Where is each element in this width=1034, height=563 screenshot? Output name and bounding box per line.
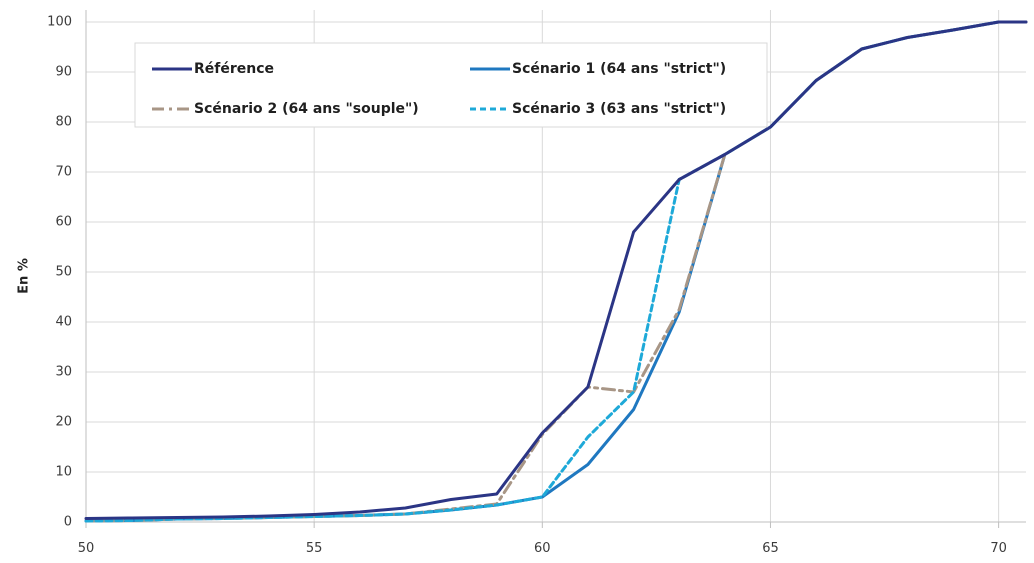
x-tick-label: 65 <box>762 541 779 556</box>
x-tick-label: 70 <box>990 541 1007 556</box>
y-tick-label: 30 <box>55 365 72 380</box>
legend-label-3: Scénario 2 (64 ans "souple") <box>194 101 419 117</box>
y-axis-title: En % <box>17 258 32 294</box>
legend-box <box>134 42 768 128</box>
y-axis-tick-labels: 0 10 20 30 40 50 60 70 80 90 100 <box>47 15 72 530</box>
y-tick-label: 20 <box>55 415 72 430</box>
legend-label-2: Scénario 1 (64 ans "strict") <box>512 61 726 77</box>
series-lines <box>84 20 1028 523</box>
y-tick-label: 60 <box>55 215 72 230</box>
y-tick-label: 80 <box>55 115 72 130</box>
legend: Référence Scénario 1 (64 ans "strict") Scé… <box>134 42 768 128</box>
y-tick-label: 40 <box>55 315 72 330</box>
legend-label-1: Référence <box>194 61 274 77</box>
legend-label-4: Scénario 3 (63 ans "strict") <box>512 101 726 117</box>
y-tick-label: 70 <box>55 165 72 180</box>
y-tick-label: 0 <box>64 515 72 530</box>
x-axis-tick-labels: 50 55 60 65 70 <box>78 541 1007 556</box>
y-tick-label: 90 <box>55 65 72 80</box>
y-tick-label: 100 <box>47 15 72 30</box>
y-tick-label: 10 <box>55 465 72 480</box>
axes <box>85 10 1026 528</box>
series-line-1 <box>84 20 1028 520</box>
x-tick-label: 50 <box>78 541 95 556</box>
x-tick-label: 60 <box>534 541 551 556</box>
y-tick-label: 50 <box>55 265 72 280</box>
x-tick-label: 55 <box>306 541 323 556</box>
